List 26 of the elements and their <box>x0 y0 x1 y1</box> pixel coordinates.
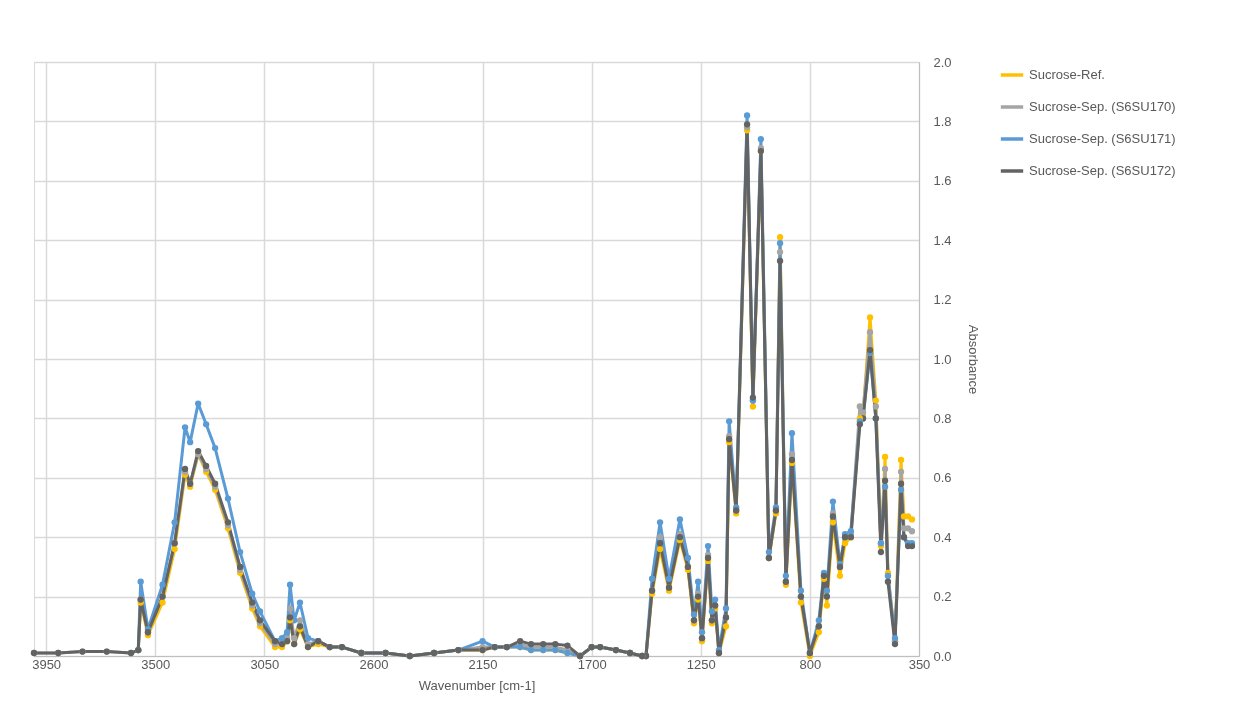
y-tick-label: 0.4 <box>933 529 952 545</box>
legend-label: Sucrose-Sep. (S6SU170) <box>1029 99 1176 114</box>
x-tick-label: 1250 <box>686 656 716 672</box>
y-tick-label: 1.2 <box>933 292 952 308</box>
y-tick-label: 0.6 <box>933 470 952 486</box>
legend-label: Sucrose-Ref. <box>1029 67 1105 82</box>
x-tick-label: 3500 <box>141 656 171 672</box>
legend-label: Sucrose-Sep. (S6SU171) <box>1029 131 1176 146</box>
y-tick-label: 0.2 <box>933 589 952 605</box>
x-tick-label: 2600 <box>359 656 389 672</box>
y-axis-title: Absorbance <box>965 324 981 395</box>
x-tick-label: 1700 <box>577 656 607 672</box>
y-tick-label: 1.6 <box>933 173 952 189</box>
x-tick-label: 3950 <box>32 656 62 672</box>
y-tick-label: 2.0 <box>933 54 952 70</box>
x-axis-title: Wavenumber [cm-1] <box>418 677 536 693</box>
x-tick-label: 2150 <box>468 656 498 672</box>
y-tick-label: 1.4 <box>933 232 952 248</box>
x-tick-label: 800 <box>799 656 822 672</box>
x-tick-label: 350 <box>908 656 931 672</box>
y-tick-label: 1.8 <box>933 113 952 129</box>
x-tick-label: 3050 <box>250 656 280 672</box>
y-tick-label: 0.0 <box>933 648 952 664</box>
y-tick-label: 0.8 <box>933 410 952 426</box>
legend-label: Sucrose-Sep. (S6SU172) <box>1029 163 1176 178</box>
y-tick-label: 1.0 <box>933 351 952 367</box>
